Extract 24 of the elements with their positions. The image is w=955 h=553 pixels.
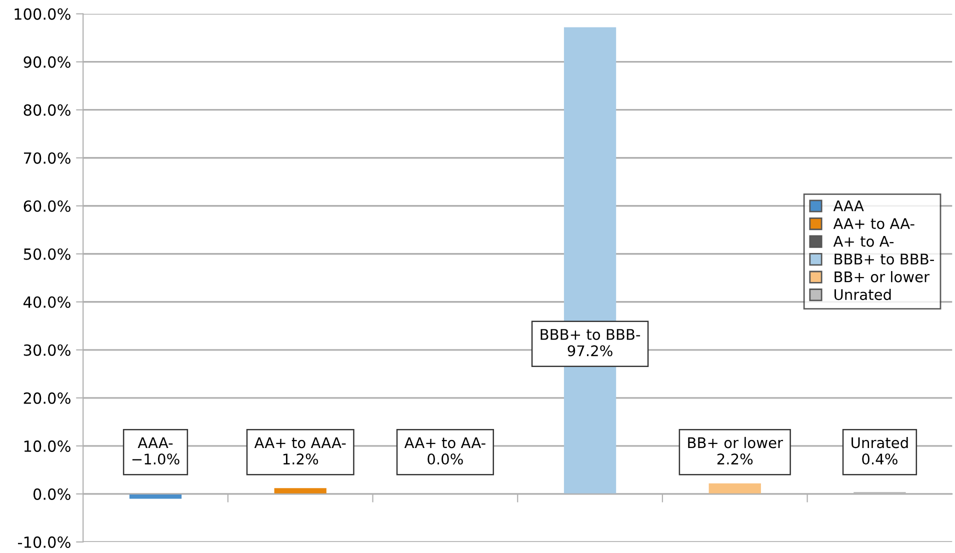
y-tick-label: -10.0% [18,536,70,548]
y-tick-label: 70.0% [24,152,70,164]
data-label: AAA- −1.0% [132,437,180,465]
y-tick-label: 50.0% [24,248,70,260]
data-label: BBB+ to BBB- 97.2% [540,329,640,356]
y-tick-label: 90.0% [24,56,70,68]
y-tick-label: 60.0% [24,200,70,212]
data-label: Unrated 0.4% [852,436,908,465]
y-tick-label: 100.0% [14,8,70,20]
y-tick-label: 80.0% [24,104,70,116]
y-tick-label: 30.0% [24,344,70,356]
y-tick-label: 40.0% [23,296,70,308]
y-tick-label: 10.0% [24,440,70,452]
y-tick-label: 0.0% [33,488,70,500]
data-label: BB+ or lower 2.2% [688,436,784,465]
legend-label: AA+ to AA- [833,218,914,230]
y-tick-label: 20.0% [24,392,70,404]
legend-label: Unrated [834,288,891,300]
legend-label: BB+ or lower [834,271,930,282]
legend-label: BBB+ to BBB- [834,254,934,265]
data-label: AA+ to AA- 0.0% [404,437,486,465]
legend-label: A+ to A- [833,236,894,247]
data-label: AA+ to AAA- 1.2% [254,437,346,465]
legend-label: AAA [833,200,864,212]
